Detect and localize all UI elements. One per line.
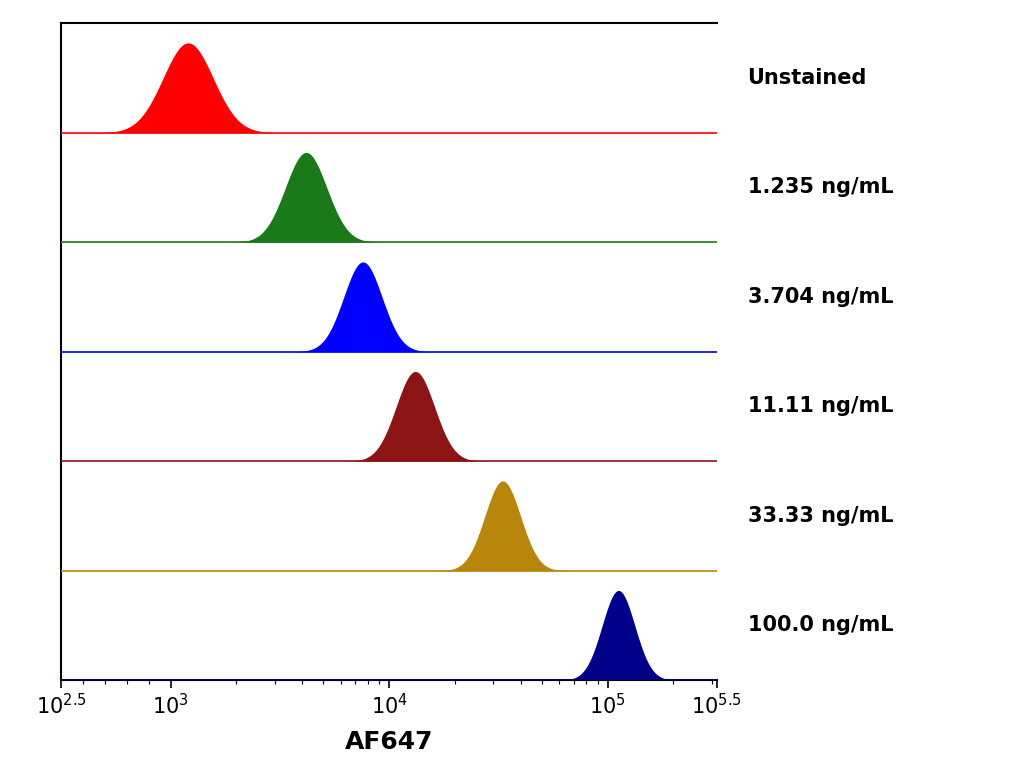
X-axis label: AF647: AF647	[345, 730, 433, 754]
Text: 11.11 ng/mL: 11.11 ng/mL	[748, 397, 893, 417]
Text: 100.0 ng/mL: 100.0 ng/mL	[748, 615, 893, 635]
Text: Unstained: Unstained	[748, 68, 867, 88]
Text: 1.235 ng/mL: 1.235 ng/mL	[748, 178, 893, 197]
Text: 33.33 ng/mL: 33.33 ng/mL	[748, 506, 893, 526]
Text: 3.704 ng/mL: 3.704 ng/mL	[748, 287, 893, 307]
